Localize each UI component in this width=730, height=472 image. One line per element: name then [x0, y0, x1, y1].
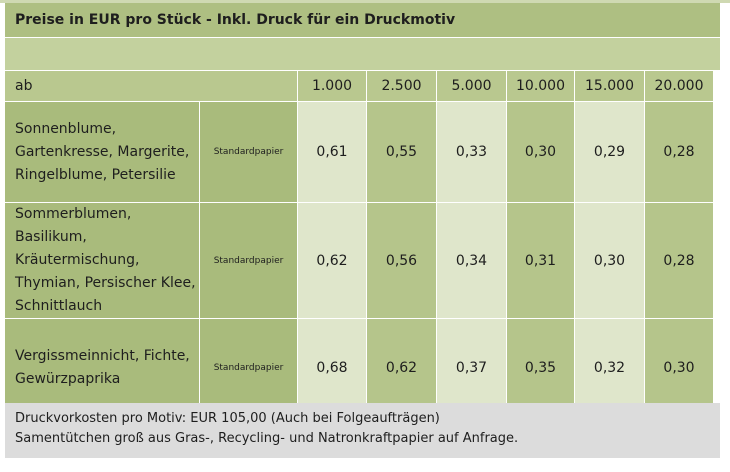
top-strip — [0, 0, 730, 3]
paper-type: Standardpapier — [200, 102, 297, 202]
footer-line-setup-cost: Druckvorkosten pro Motiv: EUR 105,00 (Au… — [15, 411, 440, 426]
header-qty-1000: 1.000 — [298, 71, 366, 101]
price-cell: 0,62 — [298, 203, 366, 318]
price-table: ab 1.000 2.500 5.000 10.000 15.000 20.00… — [4, 70, 714, 418]
price-cell: 0,28 — [645, 203, 713, 318]
product-name: Sommerblumen, Basilikum, Kräutermischung… — [5, 203, 199, 318]
price-cell: 0,33 — [437, 102, 506, 202]
price-cell: 0,30 — [645, 319, 713, 417]
table-title: Preise in EUR pro Stück - Inkl. Druck fü… — [5, 3, 720, 37]
price-cell: 0,37 — [437, 319, 506, 417]
price-cell: 0,30 — [507, 102, 574, 202]
header-qty-2500: 2.500 — [367, 71, 436, 101]
price-cell: 0,30 — [575, 203, 644, 318]
price-cell: 0,28 — [645, 102, 713, 202]
table-row: Sonnenblume, Gartenkresse, Margerite, Ri… — [5, 102, 713, 202]
price-cell: 0,68 — [298, 319, 366, 417]
footer-notes: Druckvorkosten pro Motiv: EUR 105,00 (Au… — [5, 403, 720, 458]
spacer-row — [5, 38, 720, 70]
price-cell: 0,55 — [367, 102, 436, 202]
product-name: Vergissmeinnicht, Fichte, Gewürzpaprika — [5, 319, 199, 417]
header-qty-10000: 10.000 — [507, 71, 574, 101]
price-cell: 0,29 — [575, 102, 644, 202]
price-cell: 0,31 — [507, 203, 574, 318]
paper-type: Standardpapier — [200, 319, 297, 417]
footer-line-custom-request: Samentütchen groß aus Gras-, Recycling- … — [15, 431, 519, 446]
price-cell: 0,56 — [367, 203, 436, 318]
price-cell: 0,32 — [575, 319, 644, 417]
header-qty-20000: 20.000 — [645, 71, 713, 101]
header-qty-5000: 5.000 — [437, 71, 506, 101]
paper-type: Standardpapier — [200, 203, 297, 318]
price-cell: 0,35 — [507, 319, 574, 417]
header-qty-15000: 15.000 — [575, 71, 644, 101]
header-label-ab: ab — [5, 71, 297, 101]
header-row: ab 1.000 2.500 5.000 10.000 15.000 20.00… — [5, 71, 713, 101]
price-cell: 0,62 — [367, 319, 436, 417]
product-name: Sonnenblume, Gartenkresse, Margerite, Ri… — [5, 102, 199, 202]
price-cell: 0,61 — [298, 102, 366, 202]
table-row: Sommerblumen, Basilikum, Kräutermischung… — [5, 203, 713, 318]
table-row: Vergissmeinnicht, Fichte, Gewürzpaprika … — [5, 319, 713, 417]
price-cell: 0,34 — [437, 203, 506, 318]
